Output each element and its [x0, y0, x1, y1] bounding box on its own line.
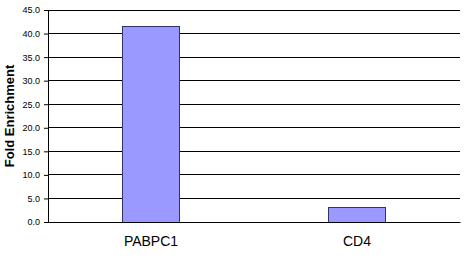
tick-mark	[44, 57, 48, 58]
tick-mark	[44, 34, 48, 35]
grid-line	[48, 10, 460, 11]
grid-line	[48, 222, 460, 223]
tick-label: 0.0	[27, 217, 40, 227]
axis-line	[44, 11, 49, 223]
tick-mark	[44, 198, 48, 199]
bar	[328, 208, 386, 222]
tick: PABPC1	[124, 222, 178, 249]
tick-label: 25.0	[22, 100, 40, 110]
y-axis-title: Fold Enrichment	[2, 64, 17, 167]
bars	[122, 26, 386, 222]
tick-mark	[44, 128, 48, 129]
chart: 0.0 5.0 10.0 15.0 20.0 25.0 30.0 35.0 40.0 45.0 PA…	[0, 0, 465, 264]
tick-label: 5.0	[27, 194, 40, 204]
tick-label: PABPC1	[124, 233, 178, 249]
tick: 0.0	[27, 217, 48, 227]
tick: 5.0	[27, 194, 48, 204]
tick: 35.0	[22, 52, 48, 62]
tick-label: 15.0	[22, 147, 40, 157]
tick-label: 35.0	[22, 52, 40, 62]
tick-label: 30.0	[22, 76, 40, 86]
grid-line	[48, 80, 460, 81]
axis-line	[49, 222, 461, 223]
grid	[48, 10, 460, 222]
tick-label: 45.0	[22, 5, 40, 15]
tick-label: 20.0	[22, 123, 40, 133]
tick: 40.0	[22, 29, 48, 39]
plot-area: 0.0 5.0 10.0 15.0 20.0 25.0 30.0 35.0 40.0 45.0 PA…	[22, 5, 460, 249]
tick-mark	[44, 81, 48, 82]
tick-label: 40.0	[22, 29, 40, 39]
tick-mark	[44, 175, 48, 176]
tick: 10.0	[22, 170, 48, 180]
tick-label: 10.0	[22, 170, 40, 180]
tick-mark	[44, 151, 48, 152]
tick-label: CD4	[343, 233, 371, 249]
y-axis: 0.0 5.0 10.0 15.0 20.0 25.0 30.0 35.0 40.0 45.0	[22, 5, 48, 227]
bar	[122, 26, 180, 222]
tick: CD4	[343, 222, 371, 249]
grid-line	[48, 151, 460, 152]
tick: 25.0	[22, 100, 48, 110]
x-axis: PABPC1 CD4	[49, 222, 461, 249]
tick-mark	[44, 222, 48, 223]
grid-line	[48, 198, 460, 199]
tick: 20.0	[22, 123, 48, 133]
grid-line	[48, 57, 460, 58]
grid-line	[48, 127, 460, 128]
grid-line	[48, 104, 460, 105]
grid-line	[48, 33, 460, 34]
tick-mark	[44, 10, 48, 11]
grid-line	[48, 174, 460, 175]
tick: 15.0	[22, 147, 48, 157]
tick: 45.0	[22, 5, 48, 15]
tick-mark	[44, 104, 48, 105]
tick: 30.0	[22, 76, 48, 86]
